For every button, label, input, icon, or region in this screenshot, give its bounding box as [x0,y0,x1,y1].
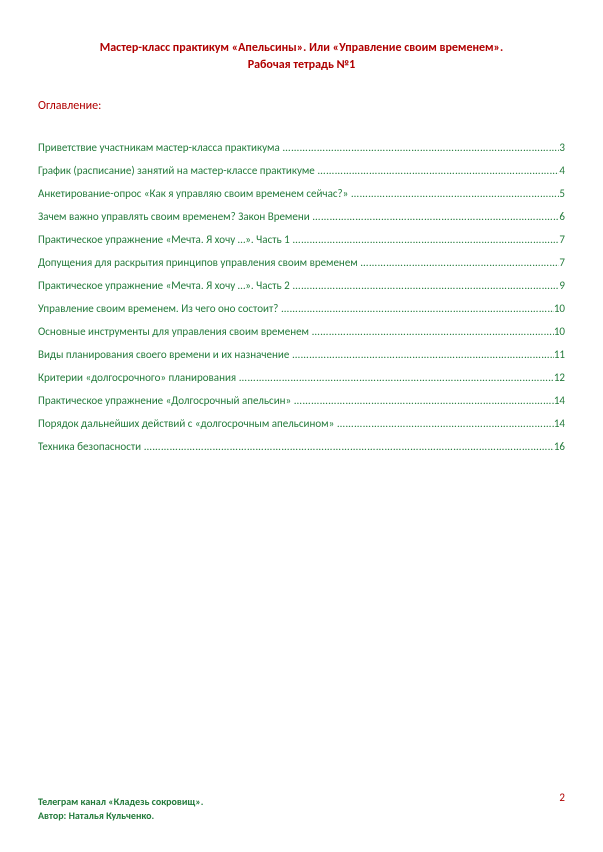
toc-item: График (расписание) занятий на мастер-кл… [38,164,565,177]
toc-item-text: Допущения для раскрытия принципов управл… [38,256,358,269]
toc-item-text: График (расписание) занятий на мастер-кл… [38,164,315,177]
toc-item-text: Виды планирования своего времени и их на… [38,348,289,361]
toc-item-page: 10 [554,325,565,338]
toc-dots: …………………………………………………………………………………………………………… [141,440,554,453]
toc-dots: …………………………………………………………………………………………………………… [315,164,560,177]
toc-dots: …………………………………………………………………………………………………………… [289,348,554,361]
toc-dots: …………………………………………………………………………………………………………… [291,394,554,407]
toc-item-page: 11 [554,348,565,361]
toc-item-page: 6 [559,210,565,223]
toc-item-text: Приветствие участникам мастер-класса пра… [38,141,280,154]
document-header: Мастер-класс практикум «Апельсины». Или … [38,40,565,75]
title-line-1: Мастер-класс практикум «Апельсины». Или … [38,40,565,57]
toc-item: Приветствие участникам мастер-класса пра… [38,141,565,154]
toc-item-page: 12 [554,371,565,384]
toc-dots: …………………………………………………………………………………………………………… [309,325,554,338]
toc-heading: Оглавление: [38,99,565,113]
toc-item-text: Управление своим временем. Из чего оно с… [38,302,278,315]
toc-dots: …………………………………………………………………………………………………………… [310,210,560,223]
toc-item-text: Зачем важно управлять своим временем? За… [38,210,310,223]
footer: Телеграм канал «Кладезь сокровищ». Автор… [38,795,565,822]
toc-item-page: 14 [554,394,565,407]
toc-item-page: 3 [559,141,565,154]
footer-line-1: Телеграм канал «Кладезь сокровищ». [38,795,565,809]
toc-item: Основные инструменты для управления свои… [38,325,565,338]
toc-item-text: Практическое упражнение «Мечта. Я хочу …… [38,233,290,246]
toc-item-text: Техника безопасности [38,440,141,453]
toc-item: Управление своим временем. Из чего оно с… [38,302,565,315]
toc-item-text: Порядок дальнейших действий с «долгосроч… [38,417,334,430]
toc-item-page: 4 [559,164,565,177]
toc-item-page: 9 [559,279,565,292]
toc-item-page: 10 [554,302,565,315]
toc-dots: …………………………………………………………………………………………………………… [280,141,560,154]
toc-item: Порядок дальнейших действий с «долгосроч… [38,417,565,430]
toc-item-page: 16 [554,440,565,453]
toc-item: Практическое упражнение «Мечта. Я хочу …… [38,279,565,292]
title-line-2: Рабочая тетрадь №1 [38,57,565,74]
toc-dots: …………………………………………………………………………………………………………… [290,233,560,246]
toc-item-text: Практическое упражнение «Мечта. Я хочу …… [38,279,290,292]
toc-item-page: 5 [559,187,565,200]
toc-item: Виды планирования своего времени и их на… [38,348,565,361]
toc-item: Критерии «долгосрочного» планирования ……… [38,371,565,384]
toc-item: Техника безопасности …………………………………………………… [38,440,565,453]
toc-item: Анкетирование-опрос «Как я управляю свои… [38,187,565,200]
toc-dots: …………………………………………………………………………………………………………… [358,256,560,269]
toc-item-page: 14 [554,417,565,430]
toc-list: Приветствие участникам мастер-класса пра… [38,141,565,453]
toc-dots: …………………………………………………………………………………………………………… [290,279,560,292]
toc-dots: …………………………………………………………………………………………………………… [278,302,554,315]
toc-item-page: 7 [559,233,565,246]
toc-item: Допущения для раскрытия принципов управл… [38,256,565,269]
toc-item: Практическое упражнение «Долгосрочный ап… [38,394,565,407]
toc-item: Зачем важно управлять своим временем? За… [38,210,565,223]
toc-item-text: Анкетирование-опрос «Как я управляю свои… [38,187,348,200]
toc-item-text: Практическое упражнение «Долгосрочный ап… [38,394,291,407]
toc-dots: …………………………………………………………………………………………………………… [348,187,559,200]
footer-line-2: Автор: Наталья Кульченко. [38,809,565,823]
toc-item-text: Основные инструменты для управления свои… [38,325,309,338]
toc-item-text: Критерии «долгосрочного» планирования [38,371,236,384]
toc-item-page: 7 [559,256,565,269]
toc-item: Практическое упражнение «Мечта. Я хочу …… [38,233,565,246]
toc-dots: …………………………………………………………………………………………………………… [334,417,554,430]
toc-dots: …………………………………………………………………………………………………………… [236,371,554,384]
